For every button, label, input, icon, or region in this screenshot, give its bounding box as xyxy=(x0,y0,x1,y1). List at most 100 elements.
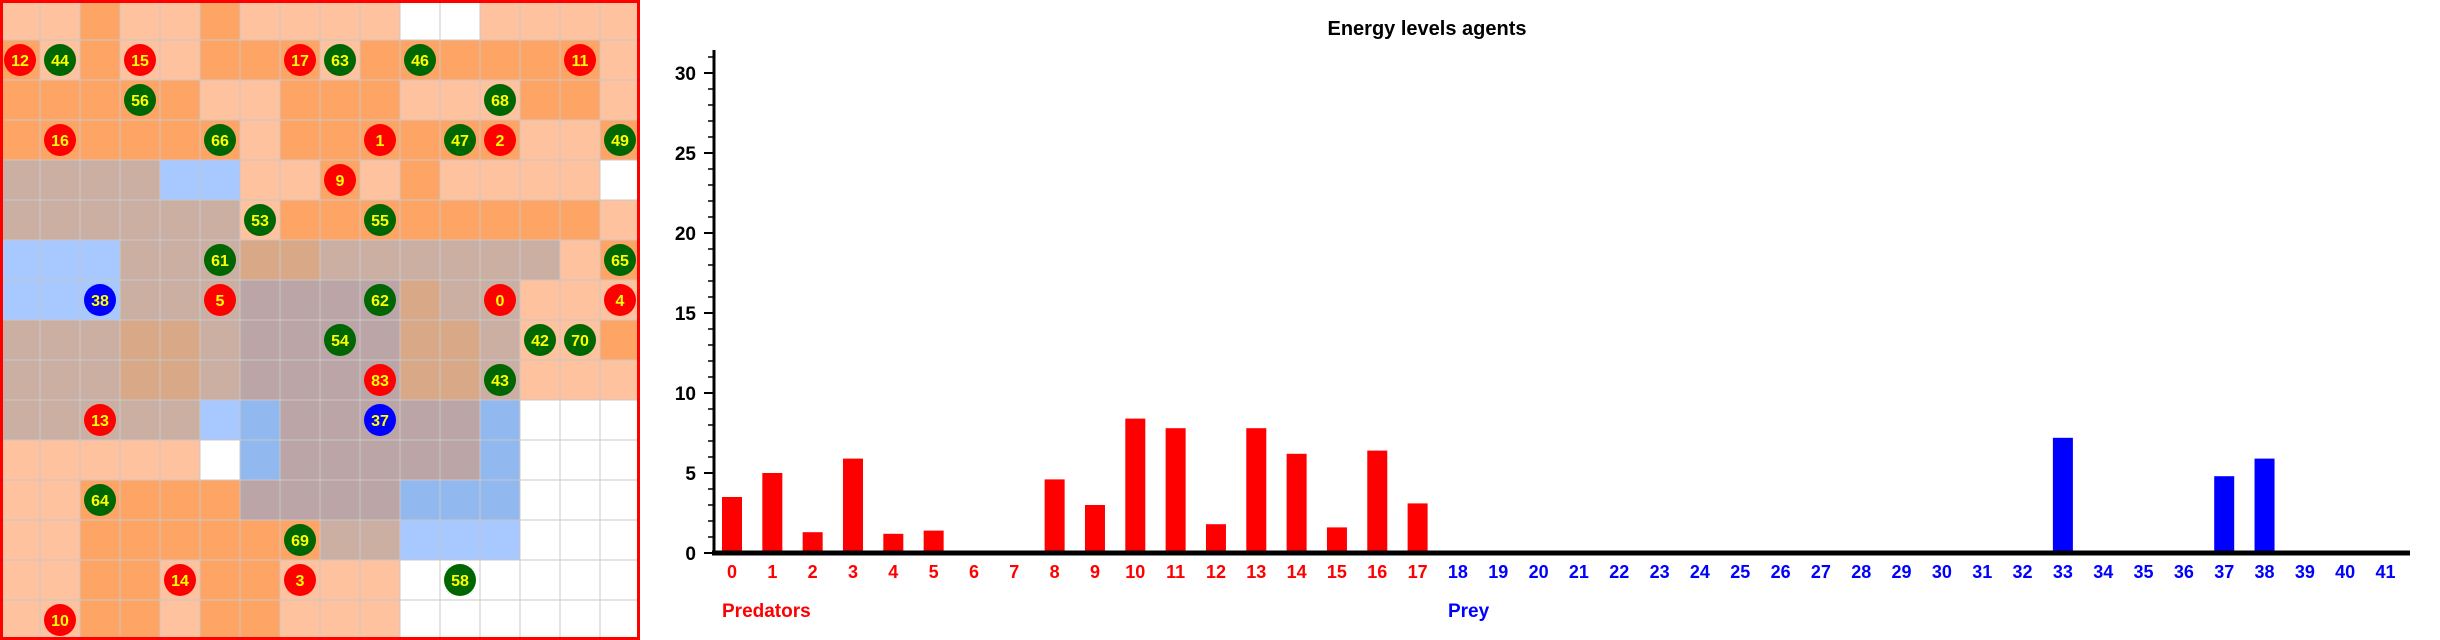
agent-grass-marker xyxy=(604,124,636,156)
grid-cell xyxy=(599,479,640,521)
y-tick-label: 20 xyxy=(675,224,696,245)
grid-cell xyxy=(159,199,201,241)
x-tick-label: 38 xyxy=(2255,562,2275,582)
x-tick-label: 17 xyxy=(1408,562,1428,582)
grid-cell xyxy=(439,159,481,201)
grid-cell xyxy=(599,399,640,441)
agent-id-label: 53 xyxy=(251,213,269,230)
grid-cell xyxy=(439,279,481,321)
agent-predator-marker xyxy=(284,44,316,76)
agent-id-label: 10 xyxy=(51,613,69,630)
grid-cell xyxy=(79,159,121,201)
agent-predator: 10 xyxy=(44,604,76,636)
agent-id-label: 43 xyxy=(491,373,509,390)
grid-cell xyxy=(439,199,481,241)
agent-grass-marker xyxy=(484,84,516,116)
grid-cell xyxy=(319,119,361,161)
grid-cell xyxy=(559,79,601,121)
grid-cell xyxy=(519,479,561,521)
grid-cell xyxy=(119,439,161,481)
agent-grass-marker xyxy=(324,44,356,76)
agent-predator: 13 xyxy=(84,404,116,436)
agent-id-label: 65 xyxy=(611,253,629,270)
x-tick-label: 22 xyxy=(1609,562,1629,582)
agent-grass-marker xyxy=(124,84,156,116)
x-tick-label: 1 xyxy=(767,562,777,582)
grid-cell xyxy=(0,199,41,241)
x-tick-label: 33 xyxy=(2053,562,2073,582)
grid-cell xyxy=(519,359,561,401)
grid-cell xyxy=(119,399,161,441)
grid-cell xyxy=(359,39,401,81)
bar-agent-12 xyxy=(1205,524,1226,553)
grid-cell xyxy=(239,279,281,321)
grid-cell xyxy=(559,599,601,640)
grid-cell xyxy=(559,239,601,281)
x-tick-label: 4 xyxy=(888,562,898,582)
agent-grass: 42 xyxy=(524,324,556,356)
grid-cell xyxy=(119,599,161,640)
group-label-predators: Predators xyxy=(722,601,811,622)
agent-grass-marker xyxy=(324,324,356,356)
agent-grass-marker xyxy=(404,44,436,76)
grid-cell xyxy=(519,559,561,601)
grid-cell xyxy=(399,159,441,201)
grid-cell xyxy=(479,439,521,481)
grid-cell xyxy=(599,599,640,640)
grid-cell xyxy=(399,319,441,361)
grid-cell xyxy=(39,0,81,41)
agent-id-label: 58 xyxy=(451,573,469,590)
grid-cell xyxy=(519,199,561,241)
grid-cell xyxy=(519,279,561,321)
grid-cell xyxy=(599,319,640,361)
grid-cell xyxy=(119,279,161,321)
grid-cell xyxy=(479,0,521,41)
agent-id-label: 54 xyxy=(331,333,349,350)
grid-cell xyxy=(159,479,201,521)
grid-cell xyxy=(39,239,81,281)
grid-cell xyxy=(39,479,81,521)
grid-cell xyxy=(239,79,281,121)
grid-cell xyxy=(159,519,201,561)
grid-cell xyxy=(39,199,81,241)
grid-cell xyxy=(119,359,161,401)
grid-cell xyxy=(39,79,81,121)
grid-cell xyxy=(599,359,640,401)
x-tick-label: 36 xyxy=(2174,562,2194,582)
agent-predator-marker xyxy=(284,564,316,596)
grid-cell xyxy=(239,479,281,521)
agent-prey-marker xyxy=(84,284,116,316)
agent-predator-marker xyxy=(84,404,116,436)
grid-cell xyxy=(0,79,41,121)
grid-cell xyxy=(239,239,281,281)
grid-cell xyxy=(239,159,281,201)
grid-cell xyxy=(39,319,81,361)
grid-cell xyxy=(319,519,361,561)
grid-cell xyxy=(559,119,601,161)
grid-cell xyxy=(559,439,601,481)
bar-agent-37 xyxy=(2214,476,2235,553)
grid-cell xyxy=(599,559,640,601)
grid-cell xyxy=(479,399,521,441)
agent-predator: 83 xyxy=(364,364,396,396)
grid-cell xyxy=(0,0,41,41)
grid-cell xyxy=(279,359,321,401)
agent-predator-marker xyxy=(604,284,636,316)
grid-cell xyxy=(319,439,361,481)
bar-agent-3 xyxy=(842,458,863,553)
x-tick-label: 25 xyxy=(1730,562,1750,582)
grid-cell xyxy=(359,0,401,41)
grid-cell xyxy=(559,559,601,601)
agent-predator: 14 xyxy=(164,564,196,596)
agent-id-label: 14 xyxy=(171,573,189,590)
grid-cell xyxy=(239,599,281,640)
grid-cell xyxy=(79,119,121,161)
grid-cell xyxy=(119,199,161,241)
x-tick-label: 5 xyxy=(929,562,939,582)
grid-cell xyxy=(199,39,241,81)
agent-prey-marker xyxy=(364,404,396,436)
agent-id-label: 0 xyxy=(496,293,505,310)
grid-cell xyxy=(519,119,561,161)
